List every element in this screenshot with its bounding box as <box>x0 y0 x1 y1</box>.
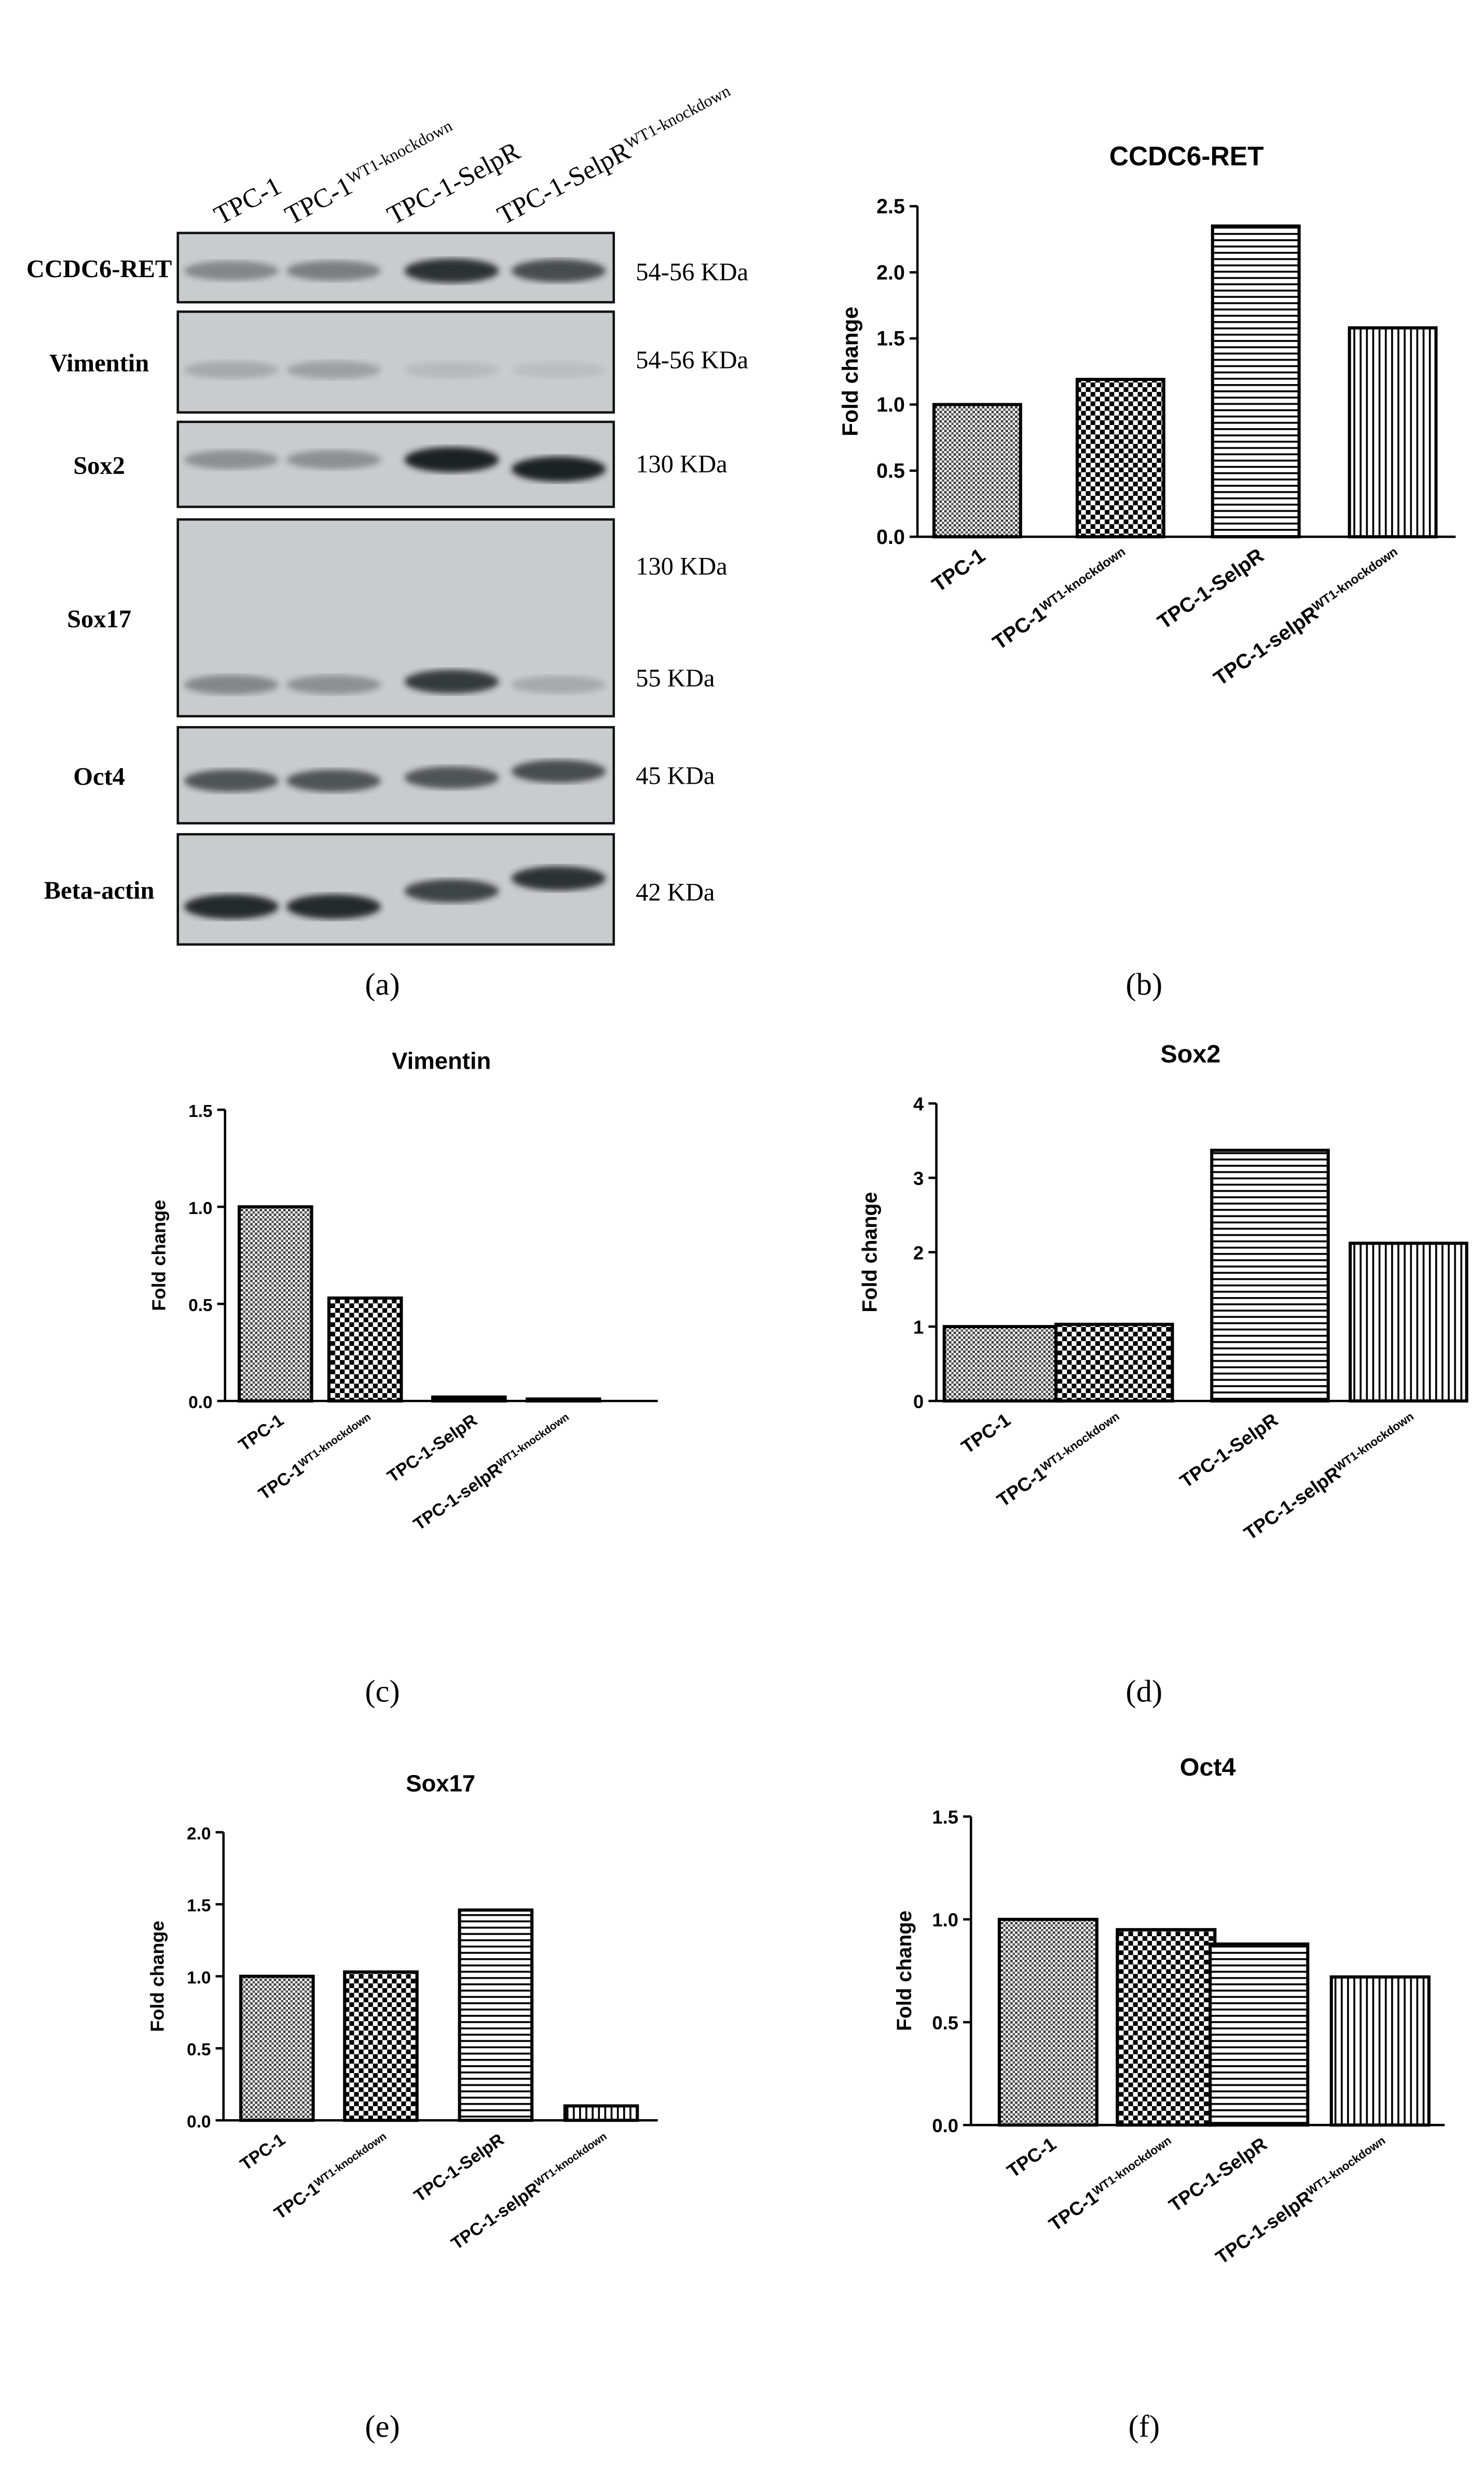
y-tick-label: 0.5 <box>187 2040 211 2059</box>
row-label: Sox17 <box>67 606 131 633</box>
blot-band <box>184 361 279 379</box>
panel-label: (a) <box>365 967 400 1002</box>
panel-label: (e) <box>365 2409 400 2444</box>
bar <box>932 403 1022 539</box>
bar <box>1348 326 1438 539</box>
bar <box>1349 1242 1468 1403</box>
bar <box>327 1296 403 1403</box>
bar <box>431 1395 507 1403</box>
y-tick-label: 3 <box>913 1168 924 1189</box>
y-tick-label: 1 <box>913 1317 924 1338</box>
blot-band <box>511 259 606 282</box>
chart-title: Sox2 <box>1160 1040 1220 1068</box>
size-label: 42 KDa <box>636 879 714 906</box>
size-label: 45 KDa <box>636 762 714 789</box>
panel-label: (c) <box>365 1674 400 1709</box>
y-axis-label: Fold change <box>838 307 862 436</box>
y-axis-label: Fold change <box>148 1200 169 1311</box>
chart-title: Vimentin <box>392 1047 491 1074</box>
y-tick-label: 0.0 <box>876 526 905 549</box>
blot-band <box>286 894 381 919</box>
y-tick-label: 2.0 <box>876 261 905 284</box>
blot-band <box>184 675 279 695</box>
y-tick-label: 0.0 <box>932 2115 958 2136</box>
blot-band <box>511 866 606 891</box>
y-tick-label: 0.0 <box>187 2112 211 2132</box>
y-tick-label: 0.5 <box>876 459 905 482</box>
size-label: 130 KDa <box>636 553 727 580</box>
blot-band <box>286 675 381 694</box>
y-axis-label: Fold change <box>858 1192 881 1313</box>
bar <box>1054 1322 1174 1403</box>
row-label: Vimentin <box>49 350 149 377</box>
blot-band <box>184 894 279 919</box>
blot-band <box>404 670 499 694</box>
blot-band <box>286 261 381 281</box>
blot-band <box>184 769 279 792</box>
y-tick-label: 1.0 <box>187 1968 211 1987</box>
blot-band <box>404 879 499 903</box>
chart-title: Sox17 <box>406 1770 475 1796</box>
bar <box>1116 1928 1217 2127</box>
y-tick-label: 0 <box>913 1391 924 1412</box>
y-tick-label: 4 <box>913 1094 924 1115</box>
blot-band <box>511 456 606 482</box>
y-tick-label: 1.5 <box>932 1807 958 1828</box>
y-axis-label: Fold change <box>146 1921 168 2032</box>
bar <box>1208 1942 1310 2127</box>
blot-band <box>404 258 499 283</box>
bar <box>239 1974 315 2122</box>
y-tick-label: 1.0 <box>876 393 905 416</box>
blot-band <box>404 766 499 789</box>
blot-band <box>184 450 279 469</box>
row-label: Oct4 <box>73 763 125 790</box>
panel-label: (f) <box>1129 2409 1160 2444</box>
row-label: Beta-actin <box>44 877 155 905</box>
y-axis-label: Fold change <box>893 1911 916 2031</box>
size-label: 130 KDa <box>636 451 727 478</box>
bar <box>1075 378 1165 539</box>
bar <box>458 1908 534 2122</box>
bar <box>997 1918 1098 2127</box>
y-tick-label: 1.5 <box>187 1897 211 1916</box>
bar <box>1329 1975 1431 2127</box>
blot-band <box>404 447 499 472</box>
blot-band <box>511 676 606 694</box>
y-tick-label: 2.5 <box>876 195 905 218</box>
panel-label: (d) <box>1126 1674 1163 1709</box>
panel-label: (b) <box>1126 967 1163 1002</box>
bar <box>525 1397 601 1403</box>
bar <box>343 1970 419 2122</box>
size-label: 55 KDa <box>636 664 714 692</box>
y-tick-label: 1.5 <box>188 1102 212 1121</box>
bar <box>563 2104 639 2122</box>
blot-band <box>286 769 381 792</box>
blot-band <box>511 760 606 783</box>
size-label: 54-56 KDa <box>636 347 748 374</box>
size-label: 54-56 KDa <box>636 258 748 286</box>
bar <box>942 1325 1063 1403</box>
chart-title: CCDC6-RET <box>1109 141 1264 171</box>
bar <box>1211 224 1301 539</box>
bar <box>1210 1149 1330 1403</box>
y-tick-label: 0.5 <box>188 1296 212 1315</box>
y-tick-label: 2 <box>913 1242 924 1263</box>
y-tick-label: 0.0 <box>188 1393 212 1412</box>
blot-band <box>286 450 381 469</box>
blot-band <box>286 361 381 379</box>
row-label: CCDC6-RET <box>26 255 172 283</box>
blot-band <box>511 361 606 378</box>
y-tick-label: 1.0 <box>932 1909 958 1931</box>
bar <box>237 1205 313 1403</box>
y-tick-label: 2.0 <box>187 1824 211 1844</box>
y-tick-label: 1.0 <box>188 1199 212 1218</box>
blot-band <box>184 261 279 281</box>
y-tick-label: 0.5 <box>932 2012 958 2034</box>
blot-band <box>404 361 499 378</box>
row-label: Sox2 <box>73 452 125 480</box>
y-tick-label: 1.5 <box>876 328 905 350</box>
chart-title: Oct4 <box>1180 1753 1236 1781</box>
